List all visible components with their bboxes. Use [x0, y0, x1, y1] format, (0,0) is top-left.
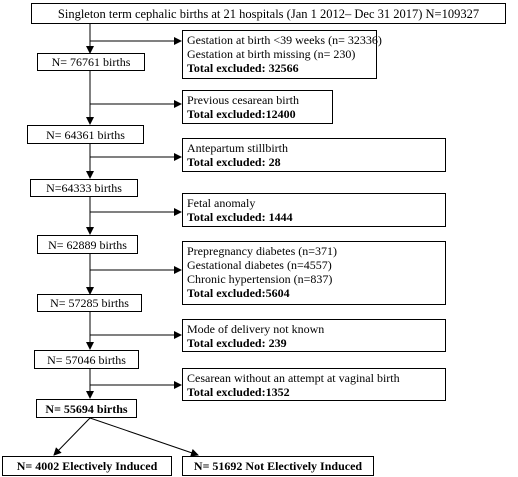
exclusion-reason: Gestation at birth <39 weeks (n= 32336) — [187, 33, 382, 47]
count-box-step-5: N= 57285 births — [37, 294, 142, 312]
count-label: N= 64361 births — [46, 127, 125, 142]
exclusion-box-5: Prepregnancy diabetes (n=371) Gestationa… — [182, 241, 446, 305]
count-label: N= 62889 births — [48, 237, 127, 252]
final-box-electively-induced: N= 4002 Electively Induced — [2, 456, 172, 476]
count-box-step-1: N= 76761 births — [37, 53, 145, 71]
count-box-step-2: N= 64361 births — [27, 125, 144, 144]
final-right-label: N= 51692 Not Electively Induced — [193, 459, 363, 473]
exclusion-box-4: Fetal anomaly Total excluded: 1444 — [182, 193, 446, 227]
count-box-step-7: N= 55694 births — [36, 399, 137, 418]
connector-to-final-right — [89, 417, 199, 457]
top-population-box: Singleton term cephalic births at 21 hos… — [31, 3, 506, 24]
count-label: N= 55694 births — [45, 401, 128, 416]
exclusion-box-7: Cesarean without an attempt at vaginal b… — [182, 368, 446, 401]
exclusion-box-1: Gestation at birth <39 weeks (n= 32336) … — [182, 30, 382, 79]
exclusion-reason: Fetal anomaly — [187, 196, 256, 210]
exclusion-box-2: Previous cesarean birth Total excluded:1… — [182, 90, 333, 124]
exclusion-reason: Antepartum stillbirth — [187, 141, 288, 155]
final-left-label: N= 4002 Electively Induced — [16, 459, 158, 473]
exclusion-total: Total excluded:5604 — [187, 286, 290, 300]
exclusion-reason: Previous cesarean birth — [187, 93, 299, 107]
exclusion-box-6: Mode of delivery not known Total exclude… — [182, 319, 446, 352]
exclusion-reason: Chronic hypertension (n=837) — [187, 272, 333, 286]
exclusion-box-3: Antepartum stillbirth Total excluded: 28 — [182, 138, 446, 172]
exclusion-total: Total excluded:12400 — [187, 107, 296, 121]
exclusion-total: Total excluded:1352 — [187, 385, 290, 399]
exclusion-reason: Mode of delivery not known — [187, 322, 325, 336]
top-population-text: Singleton term cephalic births at 21 hos… — [57, 6, 480, 21]
exclusion-total: Total excluded: 32566 — [187, 61, 299, 75]
final-box-not-electively-induced: N= 51692 Not Electively Induced — [182, 456, 374, 476]
exclusion-reason: Gestational diabetes (n=4557) — [187, 258, 332, 272]
count-label: N= 57046 births — [47, 352, 126, 367]
count-box-step-3: N=64333 births — [30, 179, 138, 197]
connector-to-final-left — [53, 417, 91, 456]
exclusion-reason: Prepregnancy diabetes (n=371) — [187, 244, 338, 258]
count-label: N= 76761 births — [51, 55, 131, 69]
exclusion-total: Total excluded: 28 — [187, 155, 281, 169]
count-label: N= 57285 births — [50, 296, 129, 310]
exclusion-total: Total excluded: 239 — [187, 336, 287, 350]
count-box-step-4: N= 62889 births — [37, 235, 138, 254]
exclusion-reason: Gestation at birth missing (n= 230) — [187, 47, 356, 61]
count-box-step-6: N= 57046 births — [34, 350, 139, 369]
exclusion-total: Total excluded: 1444 — [187, 210, 293, 224]
count-label: N=64333 births — [46, 181, 122, 195]
exclusion-reason: Cesarean without an attempt at vaginal b… — [187, 371, 400, 385]
